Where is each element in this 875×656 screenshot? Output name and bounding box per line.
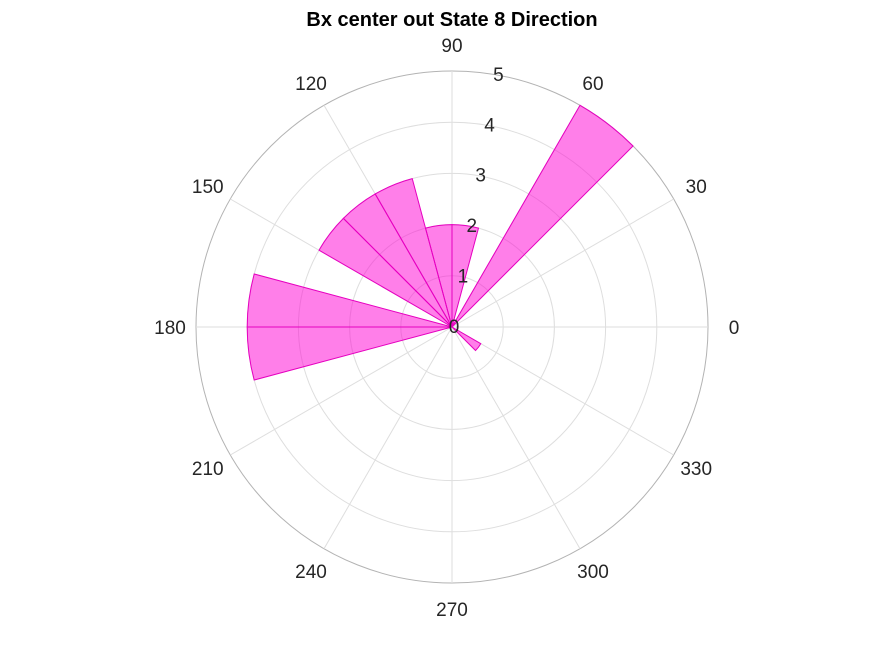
- theta-tick-0: 0: [729, 318, 740, 339]
- r-tick-0: 0: [449, 317, 460, 338]
- theta-tick-150: 150: [192, 177, 224, 198]
- r-tick-4: 4: [484, 115, 495, 136]
- chart-title: Bx center out State 8 Direction: [306, 9, 597, 31]
- r-tick-2: 2: [466, 216, 477, 237]
- grid-spoke-30: [451, 198, 674, 328]
- theta-tick-300: 300: [577, 562, 609, 583]
- grid-spoke-330: [451, 326, 674, 456]
- theta-tick-60: 60: [582, 74, 603, 95]
- theta-tick-90: 90: [441, 36, 462, 57]
- theta-tick-30: 30: [686, 177, 707, 198]
- grid-spoke-240: [323, 326, 453, 549]
- theta-tick-330: 330: [680, 459, 712, 480]
- theta-tick-210: 210: [192, 459, 224, 480]
- theta-tick-180: 180: [154, 318, 186, 339]
- theta-tick-240: 240: [295, 562, 327, 583]
- r-tick-3: 3: [475, 166, 486, 187]
- r-tick-labels: 0 1 2 3 4 5: [449, 65, 504, 338]
- bin-45-60: [451, 104, 634, 328]
- grid-spoke-300: [451, 326, 581, 549]
- bin-135-150: [318, 217, 453, 328]
- theta-tick-270: 270: [436, 600, 468, 621]
- grid-spoke-210: [230, 326, 453, 456]
- theta-tick-120: 120: [295, 74, 327, 95]
- r-tick-1: 1: [458, 267, 469, 288]
- r-tick-5: 5: [493, 65, 504, 86]
- bin-180-195: [246, 326, 453, 381]
- bin-315-330: [451, 326, 482, 352]
- histogram-bins: [246, 104, 634, 381]
